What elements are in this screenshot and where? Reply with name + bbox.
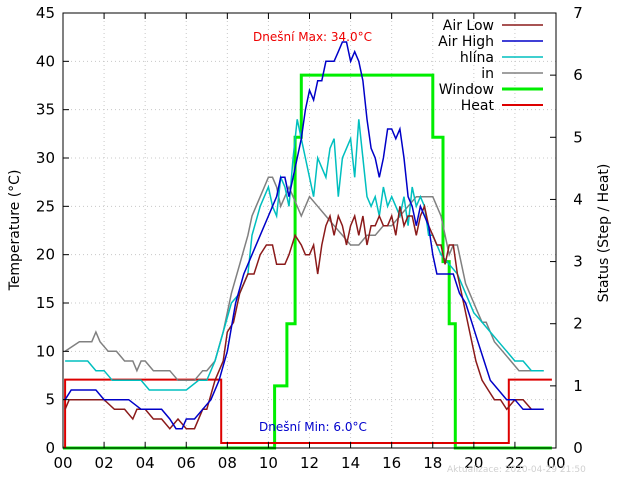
- series-line-window: [63, 73, 552, 450]
- legend-label-air-low: Air Low: [443, 18, 494, 34]
- series-line-air-low: [64, 203, 544, 430]
- y-tick-label: 25: [36, 197, 55, 215]
- series-line-heat: [64, 378, 552, 448]
- y2-tick-label: 7: [573, 4, 583, 22]
- x-tick-label: 00: [546, 454, 565, 472]
- legend-label-window: Window: [439, 82, 494, 98]
- x-tick-label: 00: [53, 454, 72, 472]
- x-tick-label: 08: [218, 454, 237, 472]
- y-tick-label: 5: [45, 391, 55, 409]
- y-tick-label: 40: [36, 52, 55, 70]
- x-tick-label: 10: [259, 454, 278, 472]
- x-tick-label: 20: [464, 454, 483, 472]
- y-tick-label: 45: [36, 4, 55, 22]
- y2-tick-label: 1: [573, 377, 583, 395]
- x-tick-label: 02: [95, 454, 114, 472]
- update-timestamp: Aktualizace: 2020-04-29 21:50: [447, 465, 586, 475]
- series-group: [63, 41, 552, 450]
- y-tick-label: 0: [45, 439, 55, 457]
- x-tick-label: 14: [341, 454, 360, 472]
- x-tick-label: 18: [423, 454, 442, 472]
- y2-tick-label: 6: [573, 66, 583, 84]
- max-annotation: Dnešní Max: 34.0°C: [253, 30, 372, 44]
- y-tick-label: 20: [36, 246, 55, 264]
- axis-ticks: [62, 12, 557, 449]
- legend-label-air-high: Air High: [438, 34, 494, 50]
- y2-tick-label: 3: [573, 253, 583, 271]
- x-tick-label: 22: [505, 454, 524, 472]
- min-annotation: Dnešní Min: 6.0°C: [259, 420, 367, 434]
- y2-tick-label: 4: [573, 190, 583, 208]
- legend-label-hl-na: hlína: [460, 50, 494, 66]
- x-tick-label: 06: [177, 454, 196, 472]
- series-line-in: [64, 176, 544, 382]
- y2-tick-label: 5: [573, 128, 583, 146]
- grid: [63, 13, 556, 448]
- y-tick-label: 10: [36, 342, 55, 360]
- y-tick-label: 15: [36, 294, 55, 312]
- y2-tick-label: 0: [573, 439, 583, 457]
- y-tick-label: 30: [36, 149, 55, 167]
- y2-axis-title: Status (Step / Heat): [596, 164, 612, 303]
- x-tick-label: 16: [382, 454, 401, 472]
- x-tick-label: 12: [300, 454, 319, 472]
- series-line-air-high: [64, 41, 544, 430]
- y2-tick-label: 2: [573, 315, 583, 333]
- y-axis-title: Temperature (°C): [7, 170, 23, 292]
- y-tick-label: 35: [36, 101, 55, 119]
- legend-label-in: in: [481, 66, 494, 82]
- legend-label-heat: Heat: [461, 98, 495, 114]
- x-tick-label: 04: [136, 454, 155, 472]
